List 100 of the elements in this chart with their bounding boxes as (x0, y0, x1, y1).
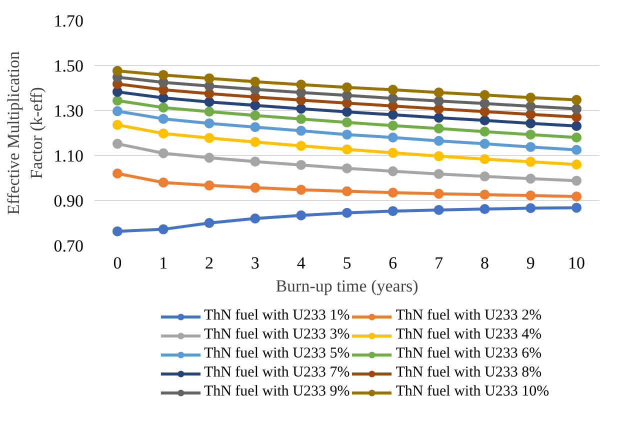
point (250, 110, 260, 120)
point (572, 132, 582, 142)
point (388, 93, 398, 104)
point (388, 148, 398, 158)
point (112, 168, 122, 178)
point (112, 96, 122, 106)
point (158, 102, 168, 113)
point (204, 132, 214, 143)
point (526, 92, 536, 103)
point (204, 96, 214, 107)
point (296, 160, 306, 170)
point (480, 115, 490, 126)
x-tick-label: 10 (568, 254, 586, 272)
point (342, 106, 352, 117)
x-tick-label: 7 (434, 254, 444, 272)
point (112, 226, 122, 236)
y-tick-label: 1.70 (54, 12, 84, 30)
point (526, 190, 536, 201)
point (572, 191, 582, 202)
point (296, 126, 306, 136)
point (112, 106, 122, 116)
legend-label: ThN fuel with U233 10% (396, 384, 550, 400)
point (342, 130, 352, 140)
point (480, 126, 490, 137)
point (158, 224, 168, 234)
point (204, 73, 214, 84)
point (112, 138, 122, 149)
point (158, 92, 168, 103)
point (342, 208, 352, 218)
point (572, 202, 582, 213)
point (296, 184, 306, 195)
legend-label: ThN fuel with U233 7% (204, 364, 350, 382)
point (342, 90, 352, 100)
point (434, 151, 444, 162)
legend-label: ThN fuel with U233 2% (396, 308, 542, 324)
point (296, 114, 306, 124)
point (572, 94, 582, 105)
x-tick-label: 5 (342, 254, 352, 272)
point (204, 180, 214, 190)
point (480, 90, 490, 100)
point (388, 110, 398, 120)
x-tick-label: 9 (526, 254, 535, 272)
point (388, 188, 398, 198)
point (250, 182, 260, 193)
point (526, 118, 536, 128)
point (572, 112, 582, 122)
point (112, 120, 122, 130)
point (296, 210, 306, 220)
point (480, 204, 490, 214)
point (342, 163, 352, 174)
point (480, 98, 490, 109)
point (434, 124, 444, 134)
legend-label: ThN fuel with U233 5% (204, 346, 350, 362)
point (342, 117, 352, 128)
point (204, 152, 214, 163)
point (434, 168, 444, 179)
y-tick-label: 1.50 (54, 56, 84, 76)
point (250, 137, 260, 147)
point (250, 214, 260, 224)
legend-label: ThN fuel with U233 3% (204, 326, 350, 344)
point (526, 174, 536, 184)
point (526, 156, 536, 167)
point (480, 138, 490, 149)
legend-label: ThN fuel with U233 9% (204, 384, 350, 400)
point (526, 142, 536, 152)
point (158, 178, 168, 188)
x-tick-label: 2 (205, 254, 214, 272)
point (342, 186, 352, 196)
point (112, 66, 122, 76)
y-tick-label: 0.90 (54, 192, 84, 210)
point (388, 84, 398, 95)
point (388, 166, 398, 176)
point (296, 140, 306, 151)
x-tick-label: 4 (296, 254, 306, 272)
point (572, 104, 582, 114)
point (250, 122, 260, 132)
point (480, 171, 490, 182)
point (296, 104, 306, 114)
point (204, 118, 214, 128)
point (434, 88, 444, 98)
legend-label: ThN fuel with U233 8% (396, 364, 542, 382)
point (434, 136, 444, 146)
point (296, 80, 306, 90)
point (526, 101, 536, 112)
legend-label: ThN fuel with U233 4% (396, 326, 542, 344)
point (572, 121, 582, 132)
y-tick-label: 1.30 (54, 102, 84, 120)
x-tick-label: 1 (159, 254, 168, 272)
x-tick-label: 0 (113, 254, 122, 272)
point (572, 160, 582, 170)
point (480, 106, 490, 117)
legend-label: ThN fuel with U233 6% (396, 346, 542, 362)
x-tick-label: 3 (250, 254, 260, 272)
point (526, 109, 536, 120)
legend-label: ThN fuel with U233 1% (204, 308, 350, 324)
point (158, 70, 168, 80)
x-axis-title: Burn-up time (years) (276, 276, 418, 296)
point (250, 156, 260, 167)
point (204, 218, 214, 228)
point (526, 130, 536, 140)
